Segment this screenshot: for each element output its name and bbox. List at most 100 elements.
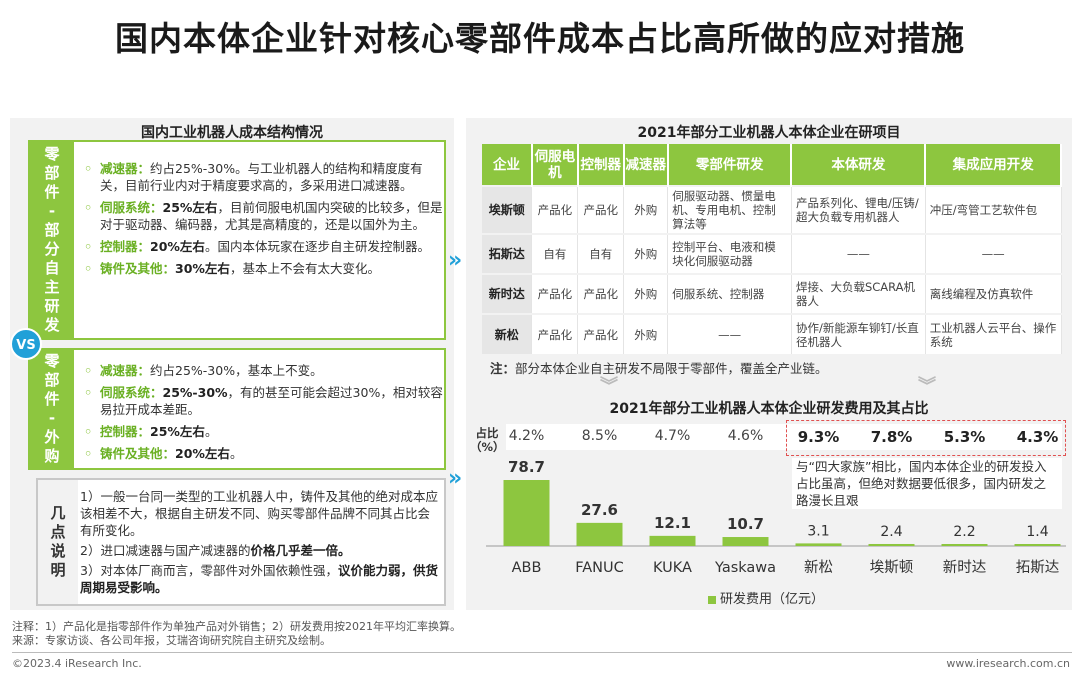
bullet-icon: ◦ [84, 161, 92, 176]
data-label: 78.7 [508, 458, 545, 476]
item-name: 伺服系统： [100, 385, 163, 400]
data-label: 10.7 [727, 515, 764, 533]
table-row: 新时达 产品化 产品化 外购 伺服系统、控制器 焊接、大负载SCARA机器人 离线编程及仿真… [482, 273, 1062, 314]
note-2: 2）进口减速器与国产减速器的价格几乎差一倍。 [80, 543, 351, 558]
bullet-icon: ◦ [84, 363, 92, 378]
table-cell: 拓斯达 [482, 233, 533, 274]
item-text: ，有的甚至可能会超过30%，相对较容易拉开成本差距。 [100, 385, 443, 417]
rd-expense-bar-chart: 78.7 ABB 27.6 FANUC 12.1 KUKA 10.7 Yaskawa 3.1 新松… [486, 458, 1066, 576]
table-cell: 伺服驱动器、惯量电机、专用电机、控制算法等 [667, 185, 792, 234]
table-cell: 冲压/弯管工艺软件包 [925, 185, 1062, 234]
label-char: 研 [44, 297, 60, 315]
table-header-cell: 伺服电机 [531, 144, 579, 186]
table-cell: 外购 [623, 273, 669, 314]
outsourced-section [28, 348, 446, 470]
table-cell: 产品系列化、锂电/压铸/超大负载专用机器人 [791, 185, 926, 234]
label-char: 零 [44, 145, 60, 163]
table-cell: 工业机器人云平台、操作系统 [925, 313, 1062, 354]
chart-legend: 研发费用（亿元） [708, 588, 824, 607]
item-text: 。 [229, 446, 243, 461]
table-cell: 产品化 [577, 313, 625, 354]
x-tick-label: 拓斯达 [1016, 559, 1060, 576]
bullet-icon: ◦ [84, 385, 92, 400]
table-cell: 产品化 [531, 273, 579, 314]
self-developed-section [28, 140, 446, 340]
x-tick-label: 埃斯顿 [870, 559, 914, 576]
footer-divider [12, 652, 1072, 653]
chevron-right-icon: » [448, 248, 463, 273]
data-label: 2.2 [953, 524, 975, 540]
x-tick-label: 新时达 [943, 559, 987, 576]
bar [649, 535, 696, 546]
label-char: 件 [44, 390, 60, 408]
share-band [506, 424, 1062, 450]
item-name: 铸件及其他： [100, 446, 176, 461]
table-cell: 外购 [623, 185, 669, 234]
label-char: 明 [50, 561, 66, 579]
data-label: 2.4 [880, 524, 902, 540]
table-cell: 自有 [531, 233, 579, 274]
label-char: - [48, 409, 56, 427]
table-header-row: 企业 伺服电机 控制器 减速器 零部件研发 本体研发 集成应用开发 [482, 144, 1062, 186]
table-body: 埃斯顿 产品化 产品化 外购 伺服驱动器、惯量电机、专用电机、控制算法等 产品系列化、锂电… [482, 185, 1062, 354]
footnotes: 注释：1）产品化是指零部件作为单独产品对外销售；2）研发费用按2021年平均汇率… [12, 620, 461, 648]
item-name: 减速器： [100, 161, 151, 176]
table-row: 拓斯达 自有 自有 外购 控制平台、电液和模块化伺服驱动器 —— —— [482, 233, 1062, 274]
share-value: 8.5% [581, 428, 618, 444]
bar [941, 544, 988, 546]
list-item: ◦ 伺服系统：25%-30%，有的甚至可能会超过30%，相对较容易拉开成本差距。 [78, 384, 446, 418]
share-value: 9.3% [797, 428, 840, 446]
table-cell: 协作/新能源车铆钉/长直径机器人 [791, 313, 926, 354]
item-text: 约占25%-30%。与工业机器人的结构和精度度有关，目前行业内对于精度要求高的，… [100, 161, 423, 193]
item-name: 铸件及其他： [100, 261, 176, 276]
table-cell: 外购 [623, 313, 669, 354]
label-char: 购 [44, 447, 60, 465]
table-header-cell: 减速器 [623, 144, 669, 186]
x-tick-label: 新松 [804, 559, 833, 576]
list-item: ◦ 减速器：约占25%-30%。与工业机器人的结构和精度度有关，目前行业内对于精度… [78, 160, 446, 194]
list-item: ◦ 控制器：20%左右。国内本体玩家在逐步自主研发控制器。 [78, 238, 446, 255]
table-cell: 产品化 [577, 185, 625, 234]
item-share: 25%左右 [162, 200, 218, 215]
item-name: 减速器： [100, 363, 151, 378]
website: www.iresearch.com.cn [946, 657, 1070, 670]
bullet-icon: ◦ [84, 200, 92, 215]
item-share: 25%-30% [162, 385, 228, 400]
bar [722, 537, 769, 546]
share-value: 4.3% [1016, 428, 1059, 446]
table-cell: —— [667, 313, 792, 354]
bullet-icon: ◦ [84, 446, 92, 461]
share-axis-label: 占比（%） [470, 426, 505, 454]
table-cell: —— [791, 233, 926, 274]
self-developed-list: ◦ 减速器：约占25%-30%。与工业机器人的结构和精度度有关，目前行业内对于精度… [78, 160, 446, 282]
bar [868, 543, 915, 546]
item-share: 20%左右 [150, 239, 205, 254]
table-header-cell: 企业 [482, 144, 533, 186]
vs-badge: VS [10, 328, 42, 360]
item-text: 约占25%-30%，基本上不变。 [150, 363, 323, 378]
list-item: ◦ 伺服系统：25%左右，目前伺服电机国内突破的比较多，但是对于驱动器、编码器，尤… [78, 199, 446, 233]
item-text: ，基本上不会有太大变化。 [229, 261, 380, 276]
bar [503, 480, 550, 546]
data-label: 27.6 [581, 501, 618, 519]
label-char: 零 [44, 352, 60, 370]
share-value: 7.8% [870, 428, 913, 446]
table-cell: 控制平台、电液和模块化伺服驱动器 [667, 233, 792, 274]
legend-label: 研发费用（亿元） [720, 592, 825, 607]
x-tick-label: ABB [512, 560, 542, 576]
highlight-box [786, 420, 1066, 456]
bullet-icon: ◦ [84, 239, 92, 254]
outsourced-list: ◦ 减速器：约占25%-30%，基本上不变。 ◦ 伺服系统：25%-30%，有的甚至可… [78, 362, 446, 467]
item-share: 25%左右 [150, 424, 205, 439]
list-item: ◦ 铸件及其他：20%左右。 [78, 445, 446, 462]
table-header-cell: 集成应用开发 [925, 144, 1062, 186]
label-char: 部 [44, 164, 60, 182]
table-cell: 产品化 [577, 273, 625, 314]
label-char: 外 [44, 428, 60, 446]
label-char: 点 [50, 523, 66, 541]
page-title: 国内本体企业针对核心零部件成本占比高所做的应对措施 [115, 19, 965, 58]
table-row: 新松 产品化 产品化 外购 —— 协作/新能源车铆钉/长直径机器人 工业机器人云平台、操作系… [482, 313, 1062, 354]
x-tick-label: KUKA [653, 560, 692, 576]
table-cell: 自有 [577, 233, 625, 274]
label-char: 部 [44, 371, 60, 389]
